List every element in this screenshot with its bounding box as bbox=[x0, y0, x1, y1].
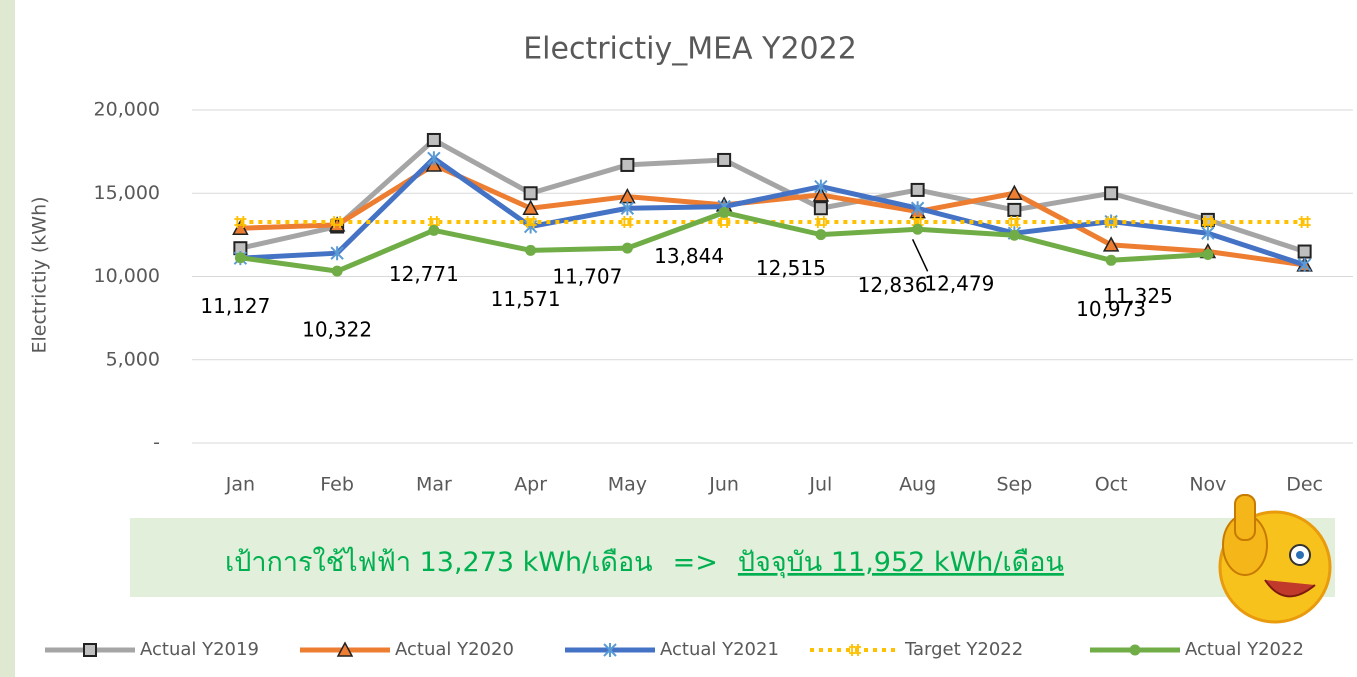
marker bbox=[234, 216, 247, 229]
marker bbox=[849, 644, 861, 656]
marker bbox=[910, 182, 925, 197]
legend-label: Actual Y2019 bbox=[140, 639, 259, 660]
marker bbox=[621, 216, 634, 229]
marker bbox=[1102, 236, 1120, 252]
data-label: 12,836 bbox=[858, 273, 928, 297]
y-tick-label: 15,000 bbox=[94, 182, 160, 204]
marker bbox=[620, 201, 635, 216]
y-tick-label: 10,000 bbox=[94, 265, 160, 287]
marker bbox=[718, 216, 731, 229]
banner-target: เป้าการใช้ไฟฟ้า 13,273 kWh/เดือน bbox=[225, 546, 653, 578]
marker bbox=[426, 132, 441, 147]
banner-box bbox=[130, 518, 1335, 597]
marker bbox=[1007, 202, 1022, 217]
marker bbox=[814, 179, 828, 194]
marker bbox=[336, 641, 354, 657]
data-label: 11,571 bbox=[491, 287, 561, 311]
marker bbox=[814, 216, 827, 229]
data-label: 12,515 bbox=[756, 256, 826, 280]
legend-label: Target Y2022 bbox=[904, 639, 1023, 660]
x-tick-label: May bbox=[608, 474, 647, 496]
marker bbox=[524, 216, 537, 229]
marker bbox=[1008, 229, 1020, 241]
banner-current: ปัจจุบัน 11,952 kWh/เดือน bbox=[738, 547, 1064, 579]
marker bbox=[1104, 186, 1119, 201]
x-tick-label: Feb bbox=[320, 474, 354, 496]
marker bbox=[523, 186, 538, 201]
chart-title: Electrictiy_MEA Y2022 bbox=[523, 32, 857, 67]
marker bbox=[620, 157, 635, 172]
marker bbox=[1202, 248, 1214, 260]
marker bbox=[1297, 244, 1312, 259]
y-tick-label: 20,000 bbox=[94, 99, 160, 121]
series-line bbox=[239, 137, 1306, 254]
y-tick-label: - bbox=[153, 432, 160, 454]
marker bbox=[522, 199, 539, 215]
legend-label: Actual Y2021 bbox=[660, 639, 779, 660]
x-tick-label: Apr bbox=[514, 474, 547, 496]
x-tick-label: Sep bbox=[996, 474, 1032, 496]
data-label: 11,707 bbox=[552, 265, 622, 289]
marker bbox=[1201, 216, 1214, 229]
data-label: 10,973 bbox=[1076, 297, 1146, 321]
legend-label: Actual Y2020 bbox=[395, 639, 514, 660]
x-tick-label: Jan bbox=[225, 474, 255, 496]
x-tick-label: Jun bbox=[708, 474, 739, 496]
emoji bbox=[1218, 494, 1332, 624]
banner-arrow: => bbox=[673, 547, 718, 578]
x-tick-label: Oct bbox=[1095, 474, 1128, 496]
x-tick-label: Dec bbox=[1286, 474, 1323, 496]
marker bbox=[331, 216, 344, 229]
marker bbox=[1006, 184, 1023, 200]
y-axis-title: Electrictiy (kWh) bbox=[29, 196, 51, 353]
marker bbox=[331, 265, 343, 277]
marker bbox=[813, 201, 828, 216]
marker bbox=[330, 246, 344, 261]
marker bbox=[718, 206, 730, 218]
marker bbox=[603, 643, 617, 657]
series-line bbox=[240, 155, 1306, 268]
marker bbox=[1129, 644, 1141, 656]
x-tick-label: Mar bbox=[416, 474, 452, 496]
marker bbox=[428, 224, 440, 236]
marker bbox=[1297, 257, 1312, 272]
data-label: 11,127 bbox=[200, 294, 270, 318]
banner-text: เป้าการใช้ไฟฟ้า 13,273 kWh/เดือน => ปัจจุบ… bbox=[225, 546, 1064, 579]
legend-label: Actual Y2022 bbox=[1185, 639, 1304, 660]
x-tick-label: Jul bbox=[808, 474, 832, 496]
marker bbox=[815, 229, 827, 241]
y-tick-label: 5,000 bbox=[106, 348, 160, 370]
marker bbox=[717, 152, 732, 167]
marker bbox=[525, 244, 537, 256]
marker bbox=[1008, 216, 1021, 229]
marker bbox=[812, 186, 830, 202]
data-label: 12,479 bbox=[924, 272, 994, 296]
data-label: 12,771 bbox=[389, 262, 459, 286]
data-label: 10,322 bbox=[302, 318, 372, 342]
x-tick-label: Nov bbox=[1189, 474, 1226, 496]
data-label: 13,844 bbox=[654, 244, 724, 268]
marker bbox=[1105, 216, 1118, 229]
marker bbox=[427, 151, 441, 166]
marker bbox=[1298, 216, 1311, 229]
marker bbox=[1105, 254, 1117, 266]
marker bbox=[912, 223, 924, 235]
x-tick-label: Aug bbox=[899, 474, 936, 496]
leader-line bbox=[911, 238, 929, 272]
marker bbox=[234, 252, 246, 264]
marker bbox=[1201, 226, 1215, 241]
marker bbox=[83, 643, 97, 657]
marker bbox=[621, 242, 633, 254]
data-label: 11,325 bbox=[1103, 284, 1173, 308]
marker bbox=[910, 201, 925, 216]
